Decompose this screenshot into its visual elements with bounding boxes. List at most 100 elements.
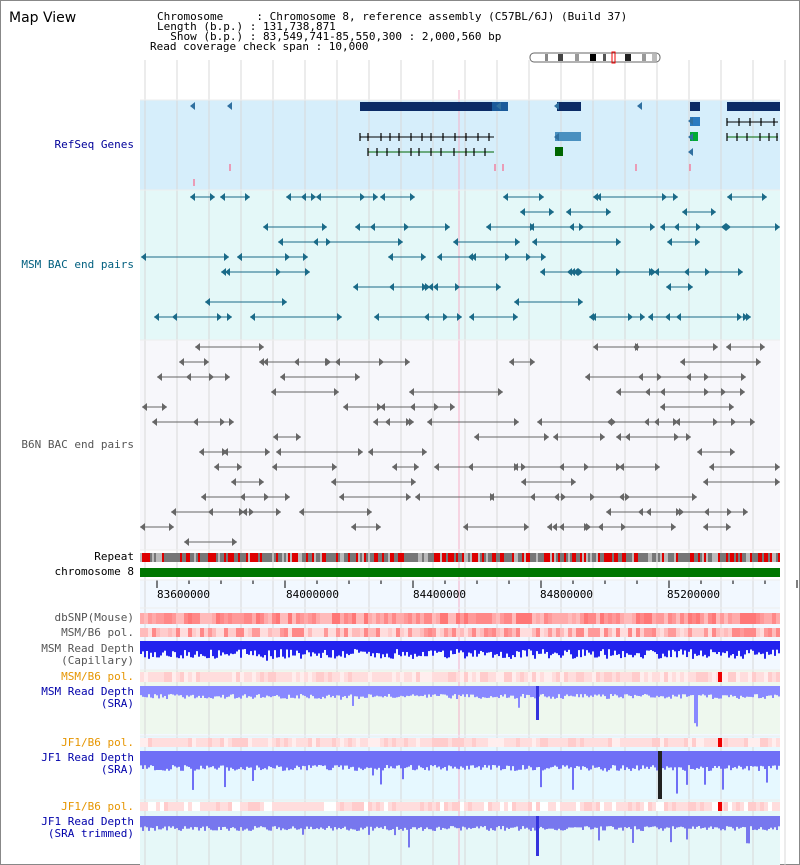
track-label-b6n-bac[interactable]: B6N BAC end pairs	[21, 438, 134, 451]
depth-bar	[586, 816, 588, 827]
depth-bar	[508, 751, 510, 766]
depth-bar	[254, 686, 256, 698]
depth-bar	[418, 816, 420, 828]
heat-cell	[276, 738, 280, 747]
bac-end	[343, 403, 348, 411]
heat-cell	[608, 613, 612, 624]
depth-bar	[400, 641, 402, 657]
heat-cell	[688, 738, 692, 747]
heat-cell	[476, 613, 480, 624]
heat-cell	[596, 738, 600, 747]
chromosome-info: Chromosome : Chromosome 8, reference ass…	[157, 10, 628, 23]
depth-bar	[302, 686, 304, 696]
depth-bar	[344, 751, 346, 766]
heat-cell	[672, 613, 676, 624]
depth-bar	[452, 686, 454, 696]
heat-cell	[760, 672, 764, 682]
depth-bar	[620, 641, 622, 659]
depth-bar	[646, 686, 648, 695]
depth-bar	[750, 686, 752, 697]
bac-end	[606, 208, 611, 216]
repeat-segment	[448, 553, 450, 562]
depth-bar	[318, 751, 320, 766]
track-label-dbsnp[interactable]: dbSNP(Mouse)	[54, 611, 134, 624]
depth-bar	[222, 686, 224, 695]
heat-cell	[768, 628, 772, 637]
depth-bar	[388, 686, 390, 695]
repeat-segment	[754, 553, 756, 562]
depth-bar	[440, 816, 442, 830]
pol-highlight	[718, 802, 722, 811]
depth-bar	[398, 641, 400, 655]
depth-bar	[582, 751, 584, 767]
heat-cell	[264, 672, 268, 682]
repeat-segment	[252, 553, 254, 562]
heat-cell	[172, 613, 176, 624]
repeat-segment	[214, 553, 216, 562]
heat-cell	[492, 802, 496, 811]
track-label-msm-depth-sra[interactable]: MSM Read Depth (SRA)	[41, 685, 134, 710]
depth-bar	[530, 751, 532, 768]
heat-cell	[596, 802, 600, 811]
heat-cell	[672, 802, 676, 811]
heat-cell	[564, 802, 568, 811]
track-label-jf1-depth-trimmed[interactable]: JF1 Read Depth (SRA trimmed)	[41, 815, 134, 840]
heat-cell	[372, 738, 376, 747]
depth-bar	[482, 641, 484, 653]
depth-bar	[590, 816, 592, 830]
depth-bar	[490, 641, 492, 652]
heat-cell	[156, 628, 160, 637]
heat-cell	[740, 672, 744, 682]
depth-bar	[576, 641, 578, 657]
depth-bar	[570, 686, 572, 696]
heat-cell	[568, 628, 572, 637]
track-label-chromosome[interactable]: chromosome 8	[54, 565, 134, 578]
depth-bar	[478, 641, 480, 654]
depth-bar	[726, 641, 728, 652]
depth-bar	[514, 686, 516, 699]
depth-bar	[324, 686, 326, 699]
heat-cell	[576, 802, 580, 811]
repeat-segment	[382, 553, 384, 562]
depth-bar	[326, 686, 328, 696]
heat-cell	[740, 628, 744, 637]
track-label-msm-b6-pol-sra[interactable]: MSM/B6 pol.	[61, 670, 134, 683]
track-label-jf1-b6-pol-sra[interactable]: JF1/B6 pol.	[61, 736, 134, 749]
heat-cell	[160, 738, 164, 747]
heat-cell	[696, 738, 700, 747]
bac-end	[225, 373, 230, 381]
track-label-msm-depth-capillary[interactable]: MSM Read Depth (Capillary)	[41, 642, 134, 667]
heat-cell	[556, 672, 560, 682]
track-label-refseq[interactable]: RefSeq Genes	[54, 138, 134, 151]
track-label-jf1-b6-pol-trimmed[interactable]: JF1/B6 pol.	[61, 800, 134, 813]
depth-bar	[762, 686, 764, 698]
heat-cell	[616, 613, 620, 624]
axis-tick-label: 84800000	[540, 588, 593, 601]
repeat-segment	[226, 553, 228, 562]
track-label-jf1-depth-sra[interactable]: JF1 Read Depth (SRA)	[41, 751, 134, 776]
heat-cell	[148, 628, 152, 637]
heat-cell	[752, 628, 756, 637]
track-label-repeat[interactable]: Repeat	[94, 550, 134, 563]
depth-bar	[712, 641, 714, 653]
bac-end	[445, 223, 450, 231]
heat-cell	[364, 802, 368, 811]
depth-bar	[564, 641, 566, 651]
bac-end	[214, 463, 219, 471]
track-label-msm-bac[interactable]: MSM BAC end pairs	[21, 258, 134, 271]
repeat-segment	[544, 553, 546, 562]
heat-cell	[476, 802, 480, 811]
depth-bar	[218, 641, 220, 651]
heat-cell	[672, 672, 676, 682]
repeat-segment	[766, 553, 768, 562]
heat-cell	[632, 628, 636, 637]
ideogram-band	[625, 54, 631, 61]
track-label-msm-b6-pol-capillary[interactable]: MSM/B6 pol.	[61, 626, 134, 639]
repeat-segment	[294, 553, 296, 562]
depth-bar	[188, 751, 190, 767]
depth-bar	[358, 816, 360, 831]
heat-cell	[492, 613, 496, 624]
heat-cell	[380, 738, 384, 747]
heat-cell	[712, 802, 716, 811]
